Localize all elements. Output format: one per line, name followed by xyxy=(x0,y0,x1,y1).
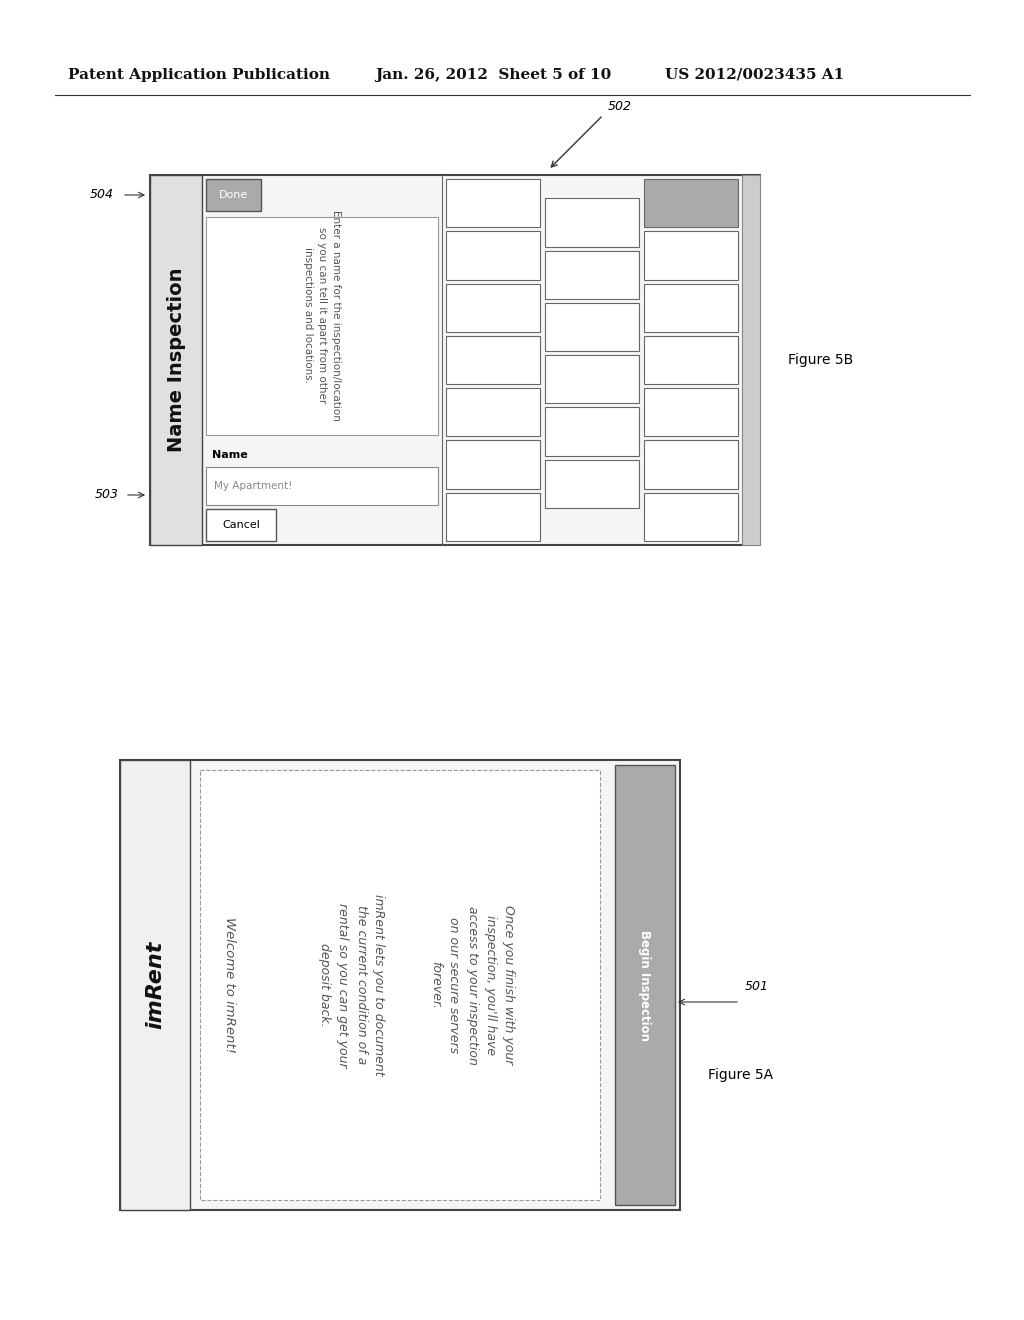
Bar xyxy=(545,459,639,508)
Bar xyxy=(446,335,540,384)
Text: US 2012/0023435 A1: US 2012/0023435 A1 xyxy=(665,69,844,82)
Bar xyxy=(644,180,738,227)
Text: Patent Application Publication: Patent Application Publication xyxy=(68,69,330,82)
Text: imRent: imRent xyxy=(145,941,165,1030)
Text: Jan. 26, 2012  Sheet 5 of 10: Jan. 26, 2012 Sheet 5 of 10 xyxy=(375,69,611,82)
Bar xyxy=(446,231,540,280)
Bar xyxy=(206,180,261,211)
Bar xyxy=(742,176,760,545)
Bar xyxy=(644,335,738,384)
Bar xyxy=(206,510,276,541)
Text: Begin Inspection: Begin Inspection xyxy=(639,929,651,1040)
Bar xyxy=(446,284,540,331)
Bar xyxy=(150,176,202,545)
Bar xyxy=(150,176,760,545)
Text: Name Inspection: Name Inspection xyxy=(167,268,185,453)
Bar xyxy=(545,355,639,404)
Bar xyxy=(206,467,438,506)
Text: Name: Name xyxy=(212,450,248,459)
Text: Figure 5A: Figure 5A xyxy=(708,1068,773,1082)
Bar xyxy=(545,251,639,298)
Bar xyxy=(644,284,738,331)
Bar xyxy=(644,492,738,541)
Text: 504: 504 xyxy=(90,189,114,202)
Text: Enter a name for the inspection/location
so you can tell it apart from other
ins: Enter a name for the inspection/location… xyxy=(303,210,341,421)
Bar xyxy=(446,388,540,437)
Bar xyxy=(446,180,540,227)
Bar xyxy=(545,198,639,247)
Bar xyxy=(206,216,438,436)
Bar xyxy=(644,441,738,488)
Bar xyxy=(120,760,680,1210)
Bar xyxy=(120,760,190,1210)
Text: Done: Done xyxy=(219,190,248,201)
Bar xyxy=(446,492,540,541)
Text: Cancel: Cancel xyxy=(222,520,260,531)
Text: 502: 502 xyxy=(608,100,632,114)
Text: imRent lets you to document
the current condition of a
rental so you can get you: imRent lets you to document the current … xyxy=(318,894,385,1076)
Text: My Apartment!: My Apartment! xyxy=(214,480,293,491)
Text: Figure 5B: Figure 5B xyxy=(788,352,853,367)
Bar xyxy=(446,441,540,488)
Bar xyxy=(200,770,600,1200)
Text: Once you finish with your
inspection, you'll have
access to your inspection
on o: Once you finish with your inspection, yo… xyxy=(429,906,514,1065)
Bar xyxy=(545,302,639,351)
Text: 503: 503 xyxy=(95,488,119,502)
Bar xyxy=(644,231,738,280)
Text: 501: 501 xyxy=(745,981,769,994)
Bar xyxy=(545,408,639,455)
Bar xyxy=(615,766,675,1205)
Text: Welcome to imRent!: Welcome to imRent! xyxy=(223,917,237,1053)
Bar xyxy=(644,388,738,437)
